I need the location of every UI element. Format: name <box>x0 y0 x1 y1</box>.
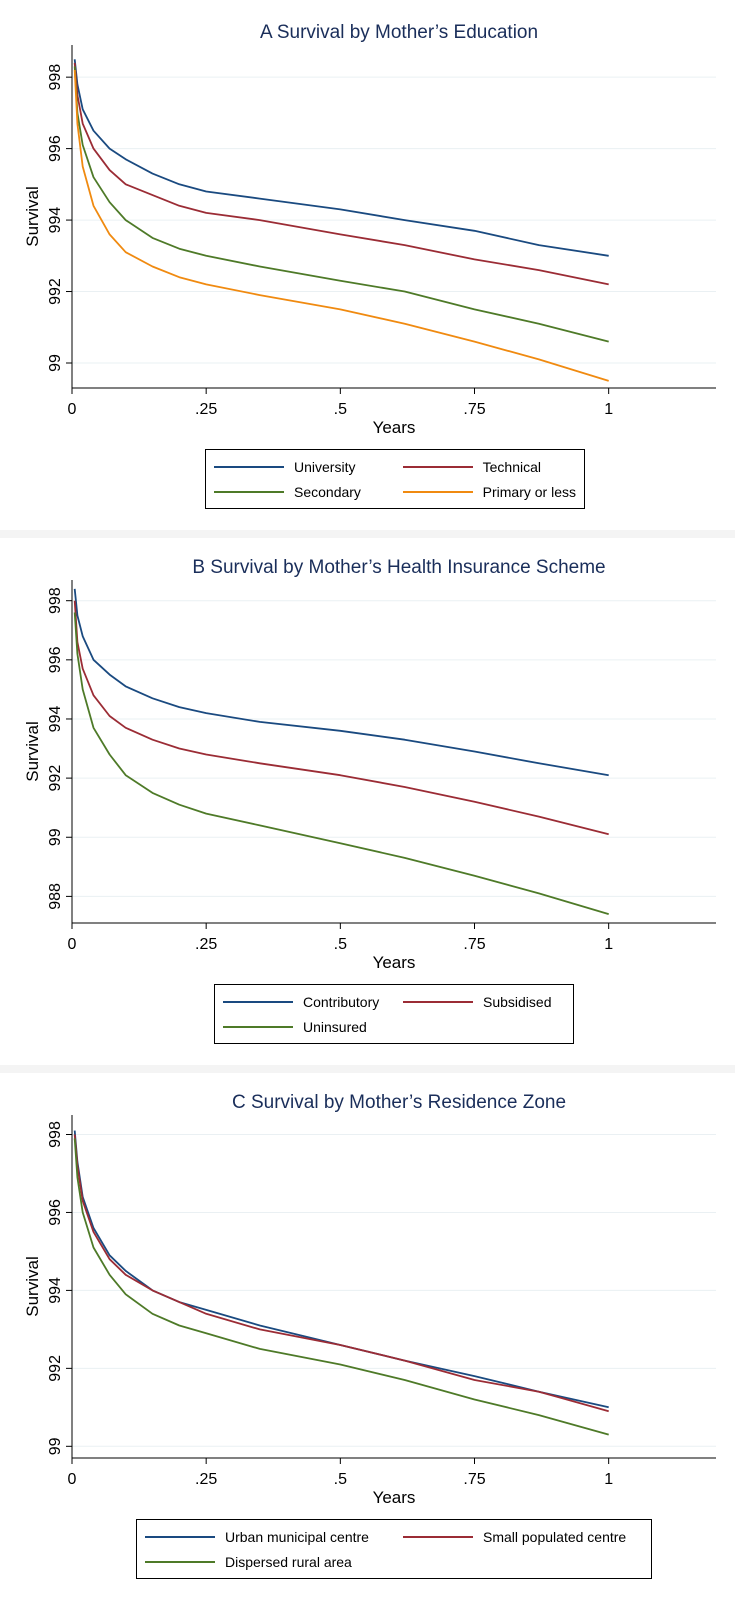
legend-swatch <box>223 1000 293 1003</box>
legend-label: Contributory <box>303 993 380 1010</box>
legend-swatch <box>223 1025 293 1028</box>
series-line-contributory <box>73 588 609 777</box>
chart-panel-residence: C Survival by Mother’s Residence Zone 99 9… <box>0 1070 735 1604</box>
legend-swatch <box>145 1535 215 1538</box>
x-tick-label: .5 <box>334 1471 347 1488</box>
series-line-primary-or-less <box>73 69 609 382</box>
legend-label: Technical <box>482 458 542 475</box>
x-tick-label: .75 <box>463 1471 485 1488</box>
x-axis-label: Years <box>373 1488 416 1507</box>
y-tick-label: 996 <box>47 135 64 162</box>
series-line-urban-municipal-centre <box>73 1130 609 1409</box>
series-line-uninsured <box>73 612 609 915</box>
x-tick-label: .25 <box>195 401 217 418</box>
y-tick-label: 992 <box>47 1355 64 1382</box>
legend-label: University <box>294 458 356 475</box>
legend-swatch <box>402 465 473 468</box>
y-tick-label: 99 <box>47 1437 64 1455</box>
x-tick-label: .5 <box>334 401 347 418</box>
legend-swatch <box>402 490 473 493</box>
series-line-secondary <box>73 66 609 343</box>
x-axis-label: Years <box>373 418 416 437</box>
chart-title: C Survival by Mother’s Residence Zone <box>232 1092 566 1113</box>
legend-item-secondary: Secondary <box>214 481 385 502</box>
x-tick-label: .5 <box>334 936 347 953</box>
legend-item-small-populated-centre: Small populated centre <box>403 1526 643 1547</box>
y-tick-label: 996 <box>47 1199 64 1226</box>
y-tick-label: 992 <box>47 278 64 305</box>
chart-title: A Survival by Mother’s Education <box>260 22 538 43</box>
legend-swatch <box>403 1535 473 1538</box>
chart-legend-insurance: Contributory Subsidised Uninsured <box>214 984 574 1044</box>
legend-item-urban-municipal-centre: Urban municipal centre <box>145 1526 385 1547</box>
x-tick-label: 0 <box>68 1471 77 1488</box>
y-tick-label: 998 <box>47 1121 64 1148</box>
x-tick-label: 0 <box>68 401 77 418</box>
legend-swatch <box>214 490 284 493</box>
legend-label: Secondary <box>294 483 361 500</box>
chart-panel-insurance: B Survival by Mother’s Health Insurance … <box>0 535 735 1065</box>
y-tick-label: 988 <box>47 883 64 910</box>
legend-label: Primary or less <box>482 483 576 500</box>
series-line-small-populated-centre <box>73 1134 609 1413</box>
legend-item-technical: Technical <box>402 456 576 477</box>
x-tick-label: 1 <box>604 936 613 953</box>
chart-residence: C Survival by Mother’s Residence Zone 99 9… <box>23 1092 716 1507</box>
y-tick-label: 994 <box>47 706 64 733</box>
x-tick-label: .75 <box>463 401 485 418</box>
chart-insurance: B Survival by Mother’s Health Insurance … <box>23 557 716 972</box>
series-line-university <box>73 59 609 257</box>
y-axis-label: Survival <box>23 186 42 246</box>
legend-label: Uninsured <box>303 1018 367 1035</box>
x-axis-label: Years <box>373 953 416 972</box>
legend-swatch <box>403 1000 473 1003</box>
x-tick-label: 1 <box>604 1471 613 1488</box>
series-line-subsidised <box>73 600 609 836</box>
x-tick-label: .25 <box>195 936 217 953</box>
y-tick-label: 998 <box>47 587 64 614</box>
legend-item-subsidised: Subsidised <box>403 991 565 1012</box>
legend-label: Urban municipal centre <box>225 1528 369 1545</box>
y-tick-label: 994 <box>47 207 64 234</box>
y-tick-label: 99 <box>47 828 64 846</box>
legend-label: Dispersed rural area <box>225 1553 352 1570</box>
x-tick-label: 0 <box>68 936 77 953</box>
y-tick-label: 99 <box>47 354 64 372</box>
legend-item-dispersed-rural-area: Dispersed rural area <box>145 1551 385 1572</box>
legend-item-university: University <box>214 456 385 477</box>
y-tick-label: 992 <box>47 765 64 792</box>
legend-swatch <box>214 465 284 468</box>
y-tick-label: 996 <box>47 646 64 673</box>
chart-education: A Survival by Mother’s Education 99 992 994… <box>23 22 716 437</box>
x-tick-label: .75 <box>463 936 485 953</box>
chart-legend-education: University Technical Secondary Primary or l… <box>205 449 585 509</box>
legend-item-contributory: Contributory <box>223 991 385 1012</box>
panel-divider <box>0 530 735 538</box>
x-tick-label: .25 <box>195 1471 217 1488</box>
y-tick-label: 994 <box>47 1277 64 1304</box>
chart-title: B Survival by Mother’s Health Insurance … <box>192 557 605 578</box>
chart-legend-residence: Urban municipal centre Small populated ce… <box>136 1519 652 1579</box>
legend-swatch <box>145 1560 215 1563</box>
panel-divider <box>0 1065 735 1073</box>
y-axis-label: Survival <box>23 721 42 781</box>
legend-label: Subsidised <box>483 993 552 1010</box>
legend-item-uninsured: Uninsured <box>223 1016 385 1037</box>
x-tick-label: 1 <box>604 401 613 418</box>
series-line-technical <box>73 62 609 286</box>
legend-item-primary-or-less: Primary or less <box>402 481 576 502</box>
legend-label: Small populated centre <box>483 1528 627 1545</box>
chart-panel-education: A Survival by Mother’s Education 99 992 994… <box>0 0 735 530</box>
y-tick-label: 998 <box>47 64 64 91</box>
series-line-dispersed-rural-area <box>73 1138 609 1436</box>
y-axis-label: Survival <box>23 1256 42 1316</box>
